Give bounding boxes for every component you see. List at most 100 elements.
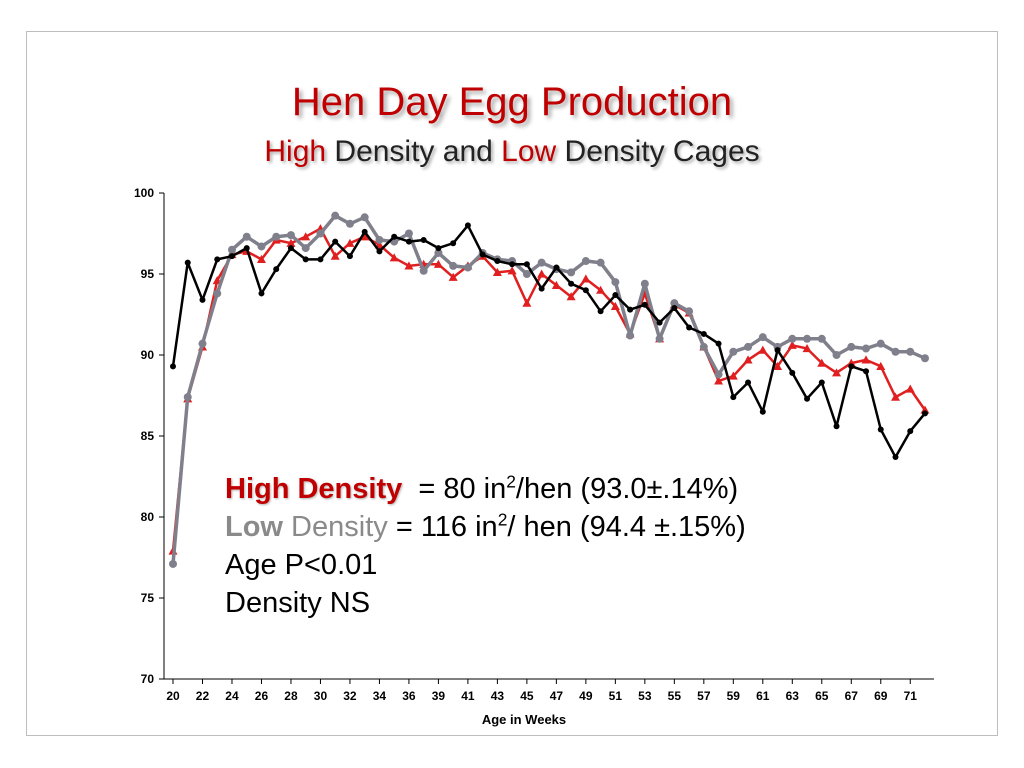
series-3-point [789,369,796,376]
series-3-point [464,222,471,229]
x-tick-label: 51 [609,689,623,703]
series-1-point [728,371,738,380]
y-tick-label: 75 [141,591,155,605]
series-2-point [685,307,694,316]
series-3-point [332,238,339,245]
x-tick-label: 45 [520,689,534,703]
chart-series [168,211,930,568]
note-low-density: Low Density = 116 in2/ hen (94.4 ±.15%) [225,508,746,546]
series-3-point [435,245,442,252]
series-1-point [389,253,399,262]
series-1-point [433,259,443,268]
series-2-point [257,242,266,251]
series-1-point [566,292,576,301]
series-2-point [375,235,384,244]
series-2-point [213,289,222,298]
series-1-point [802,344,812,353]
series-2-point [316,229,325,238]
x-tick-label: 22 [196,689,210,703]
x-tick-label: 49 [579,689,593,703]
series-2-point [522,270,531,278]
x-tick-label: 57 [697,689,711,703]
series-1-point [714,376,724,385]
series-3-point [686,324,693,331]
x-tick-label: 28 [284,689,298,703]
series-2-point [817,334,826,343]
series-1-point [551,280,561,289]
x-tick-label: 34 [373,689,387,703]
series-3-point [361,228,368,235]
series-1-point [876,361,886,370]
y-tick-label: 85 [141,429,155,443]
series-2-point [862,344,871,353]
series-3-point [405,238,412,245]
series-1-point [817,358,827,367]
series-3-point [420,236,427,243]
series-3-point [273,266,280,273]
series-2-point [169,559,177,568]
series-3-point [715,340,722,347]
series-2-point [419,266,428,275]
series-1-point [610,301,620,310]
series-2-point [655,334,664,343]
series-3-point [317,256,324,263]
series-2-point [345,219,354,228]
x-tick-label: 20 [166,689,180,703]
note-low-label-a: Low [225,511,283,543]
series-2-point [847,342,856,351]
series-3-point [184,259,191,266]
series-1-point [345,238,355,247]
series-3-point [833,423,840,430]
x-tick-label: 55 [668,689,682,703]
series-2-point [227,245,236,254]
series-2-point [714,370,723,379]
series-3-point [759,408,766,415]
series-2-point [906,347,915,356]
series-3-point [877,426,884,433]
series-3-point [804,395,811,402]
series-3-point [582,287,589,294]
series-3-point [730,394,737,401]
series-3-point [391,233,398,240]
series-1-point [448,272,458,281]
note-low-text-b: / hen (94.4 ±.15%) [507,511,746,543]
series-3-point [627,306,634,313]
series-1-point [404,261,414,270]
x-tick-label: 67 [845,689,859,703]
series-3-point [287,245,294,252]
density-notes: High Density = 80 in2/hen (93.0±.14%) Lo… [225,470,746,622]
subtitle-mid: Density and [326,135,502,168]
series-3-point [479,251,486,258]
x-tick-label: 39 [432,689,446,703]
series-2-point [744,342,753,351]
series-3-point [641,301,648,308]
y-tick-label: 100 [134,186,154,200]
x-tick-label: 59 [727,689,741,703]
series-2-point [301,244,310,253]
slide-subtitle: High Density and Low Density Cages [0,135,1024,169]
x-axis-title: Age in Weeks [482,712,566,727]
series-1-point [507,266,517,275]
series-2-point [360,213,369,222]
series-2-point [272,232,281,241]
series-2-point [537,258,546,267]
series-1-point [891,392,901,401]
series-1-point [360,232,370,241]
series-1-point [787,340,797,349]
series-1-point [537,269,547,278]
subtitle-high: High [264,135,327,168]
x-tick-label: 26 [255,689,269,703]
series-3-point [302,256,309,263]
series-3-point [922,410,928,417]
series-3-point [907,428,914,435]
note-low-label-b: Density [283,511,388,543]
series-1-point [581,274,591,283]
y-tick-label: 90 [141,348,155,362]
series-2-point [434,248,443,257]
series-2-point [242,232,251,241]
series-3-point [656,319,663,326]
series-3-point [346,253,353,260]
x-tick-label: 63 [786,689,800,703]
x-tick-label: 69 [874,689,888,703]
series-3-point [376,248,383,255]
